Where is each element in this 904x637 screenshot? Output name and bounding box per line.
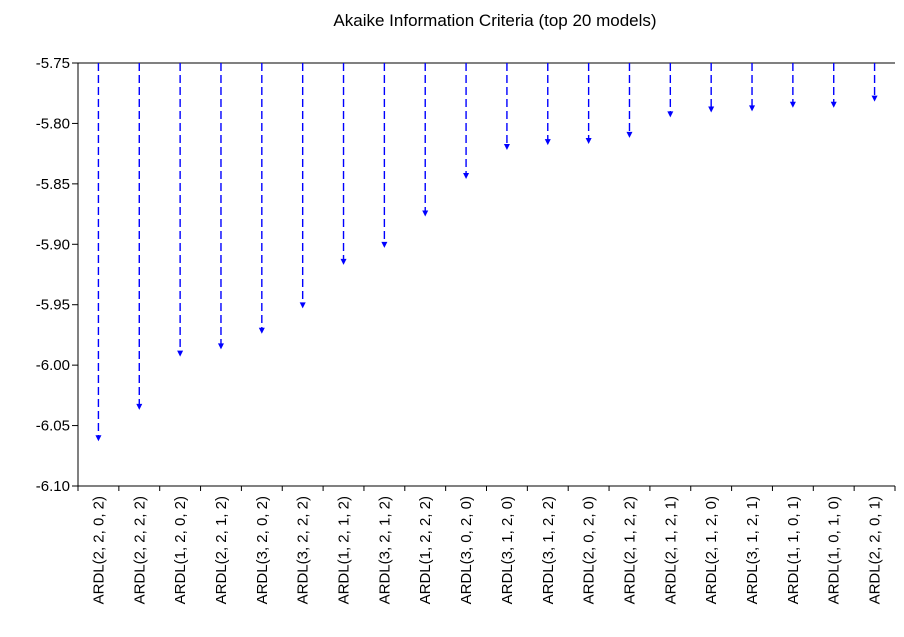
arrow-down-icon bbox=[871, 95, 878, 102]
arrow-down-icon bbox=[830, 101, 837, 108]
bar bbox=[667, 63, 674, 118]
arrow-down-icon bbox=[749, 105, 756, 112]
x-tick-label: ARDL(2, 0, 2, 0) bbox=[581, 496, 598, 604]
y-tick-label: -6.00 bbox=[36, 357, 70, 374]
bar bbox=[177, 63, 184, 357]
x-tick-label: ARDL(3, 1, 2, 2) bbox=[540, 496, 557, 604]
bar bbox=[463, 63, 470, 180]
y-tick-label: -6.05 bbox=[36, 418, 70, 435]
x-tick-label: ARDL(1, 1, 0, 1) bbox=[785, 496, 802, 604]
arrow-down-icon bbox=[136, 403, 143, 410]
bar bbox=[708, 63, 715, 113]
arrow-down-icon bbox=[463, 173, 470, 180]
bars bbox=[95, 63, 878, 442]
bar bbox=[95, 63, 102, 442]
arrow-down-icon bbox=[299, 302, 306, 309]
chart-title: Akaike Information Criteria (top 20 mode… bbox=[333, 11, 656, 30]
x-axis-labels: ARDL(2, 2, 0, 2) ARDL(2, 2, 2, 2) ARDL(1, … bbox=[77, 486, 896, 604]
x-tick-label: ARDL(2, 1, 2, 0) bbox=[703, 496, 720, 604]
bar bbox=[830, 63, 837, 108]
arrow-down-icon bbox=[503, 144, 510, 151]
bar bbox=[136, 63, 143, 410]
x-tick-label: ARDL(3, 2, 1, 2) bbox=[376, 496, 393, 604]
x-tick-label: ARDL(3, 1, 2, 1) bbox=[744, 496, 761, 604]
x-tick-label: ARDL(1, 2, 0, 2) bbox=[172, 496, 189, 604]
bar bbox=[217, 63, 224, 350]
bar bbox=[258, 63, 265, 334]
x-tick-label: ARDL(3, 0, 2, 0) bbox=[458, 496, 475, 604]
y-tick-label: -5.90 bbox=[36, 236, 70, 253]
x-tick-label: ARDL(3, 2, 0, 2) bbox=[254, 496, 271, 604]
y-tick-label: -6.10 bbox=[36, 478, 70, 495]
bar bbox=[749, 63, 756, 112]
arrow-down-icon bbox=[789, 101, 796, 108]
arrow-down-icon bbox=[217, 343, 224, 350]
y-tick-label: -5.95 bbox=[36, 297, 70, 314]
arrow-down-icon bbox=[258, 327, 265, 334]
arrow-down-icon bbox=[585, 137, 592, 144]
axes bbox=[77, 62, 895, 487]
x-tick-label: ARDL(1, 2, 1, 2) bbox=[336, 496, 353, 604]
arrow-down-icon bbox=[340, 258, 347, 265]
arrow-down-icon bbox=[626, 131, 633, 138]
x-tick-label: ARDL(2, 2, 1, 2) bbox=[213, 496, 230, 604]
bar bbox=[544, 63, 551, 146]
x-tick-label: ARDL(3, 1, 2, 0) bbox=[499, 496, 516, 604]
x-tick-label: ARDL(1, 2, 2, 2) bbox=[417, 496, 434, 604]
x-tick-label: ARDL(2, 1, 2, 1) bbox=[662, 496, 679, 604]
bar bbox=[381, 63, 388, 248]
y-axis-ticks: -5.75 -5.80 -5.85 -5.90 -5.95 -6.00 -6.05 -6.10 bbox=[36, 55, 78, 495]
x-tick-label: ARDL(3, 2, 2, 2) bbox=[295, 496, 312, 604]
x-tick-label: ARDL(1, 0, 1, 0) bbox=[826, 496, 843, 604]
arrow-down-icon bbox=[544, 139, 551, 146]
arrow-down-icon bbox=[422, 210, 429, 217]
arrow-down-icon bbox=[177, 350, 184, 357]
bar bbox=[503, 63, 510, 151]
arrow-down-icon bbox=[381, 241, 388, 248]
y-tick-label: -5.80 bbox=[36, 115, 70, 132]
x-tick-label: ARDL(2, 2, 0, 2) bbox=[90, 496, 107, 604]
bar bbox=[340, 63, 347, 265]
x-tick-label: ARDL(2, 1, 2, 2) bbox=[621, 496, 638, 604]
arrow-down-icon bbox=[95, 435, 102, 442]
bar bbox=[299, 63, 306, 309]
bar bbox=[422, 63, 429, 217]
arrow-down-icon bbox=[708, 106, 715, 113]
arrow-down-icon bbox=[667, 111, 674, 118]
y-tick-label: -5.85 bbox=[36, 176, 70, 193]
bar bbox=[626, 63, 633, 138]
x-tick-label: ARDL(2, 2, 0, 1) bbox=[867, 496, 884, 604]
bar bbox=[585, 63, 592, 144]
y-tick-label: -5.75 bbox=[36, 55, 70, 72]
bar bbox=[789, 63, 796, 108]
bar bbox=[871, 63, 878, 102]
x-tick-label: ARDL(2, 2, 2, 2) bbox=[131, 496, 148, 604]
